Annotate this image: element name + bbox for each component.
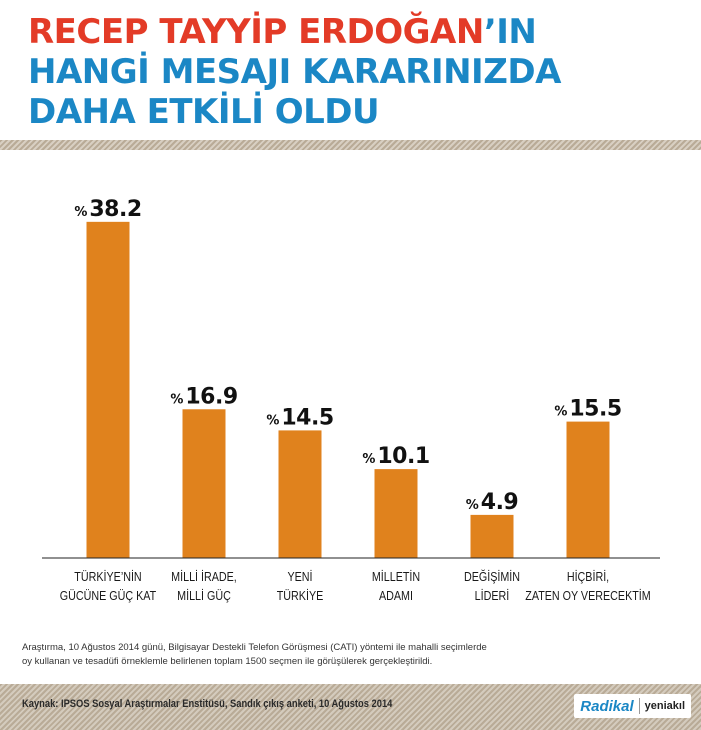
category-label: HİÇBİRİ, <box>567 570 609 584</box>
category-label: YENİ <box>287 570 312 584</box>
footnote-line-1: Araştırma, 10 Ağustos 2014 günü, Bilgisa… <box>22 642 487 653</box>
publisher-logos: Radikal yeniakıl <box>574 694 691 718</box>
bar-value-label: %15.5 <box>554 397 621 422</box>
bar-value-label: %4.9 <box>466 490 519 515</box>
radikal-logo: Radikal <box>580 697 634 715</box>
category-label: TÜRKİYE’NİN <box>74 570 141 584</box>
yeniakil-logo: yeniakıl <box>644 700 685 712</box>
bar-value-label: %14.5 <box>266 405 333 430</box>
top-divider-stripe <box>0 140 701 150</box>
category-label: TÜRKİYE <box>277 589 324 603</box>
category-label: MİLLİ İRADE, <box>171 570 237 584</box>
title-name: RECEP TAYYİP ERDOĞAN <box>28 12 484 52</box>
bar-value-label: %10.1 <box>362 444 429 469</box>
title-suffix: ’IN <box>483 12 537 52</box>
category-label: LİDERİ <box>475 589 510 603</box>
category-label: ZATEN OY VERECEKTİM <box>525 589 650 603</box>
bar <box>278 430 322 558</box>
title-line-1: RECEP TAYYİP ERDOĞAN’IN <box>28 12 688 52</box>
bar-value-label: %16.9 <box>170 384 237 409</box>
category-label: DEĞİŞİMİN <box>464 570 520 584</box>
bar <box>566 421 610 558</box>
chart-title: RECEP TAYYİP ERDOĞAN’IN HANGİ MESAJI KAR… <box>28 12 688 132</box>
source-text: Kaynak: IPSOS Sosyal Araştırmalar Enstit… <box>22 698 393 710</box>
footnote-line-2: oy kullanan ve tesadüfi örneklemle belir… <box>22 656 433 667</box>
bar <box>470 514 514 558</box>
footer-bar: Kaynak: IPSOS Sosyal Araştırmalar Enstit… <box>0 684 701 730</box>
category-label: GÜCÜNE GÜÇ KAT <box>60 589 156 603</box>
bar <box>374 469 418 558</box>
bar <box>86 221 130 558</box>
logo-divider <box>638 698 640 714</box>
bar <box>182 409 226 558</box>
bar-value-label: %38.2 <box>74 197 141 222</box>
bar-chart: %38.2 TÜRKİYE’NİN GÜCÜNE GÜÇ KAT %16.9 MİLLİ… <box>42 197 660 603</box>
category-label: MİLLETİN <box>372 570 420 584</box>
category-label: MİLLİ GÜÇ <box>177 589 231 603</box>
footnote: Araştırma, 10 Ağustos 2014 günü, Bilgisa… <box>22 641 682 669</box>
title-line-2: HANGİ MESAJI KARARINIZDA <box>28 52 561 92</box>
title-line-3: DAHA ETKİLİ OLDU <box>28 92 380 132</box>
category-label: ADAMI <box>379 589 413 603</box>
